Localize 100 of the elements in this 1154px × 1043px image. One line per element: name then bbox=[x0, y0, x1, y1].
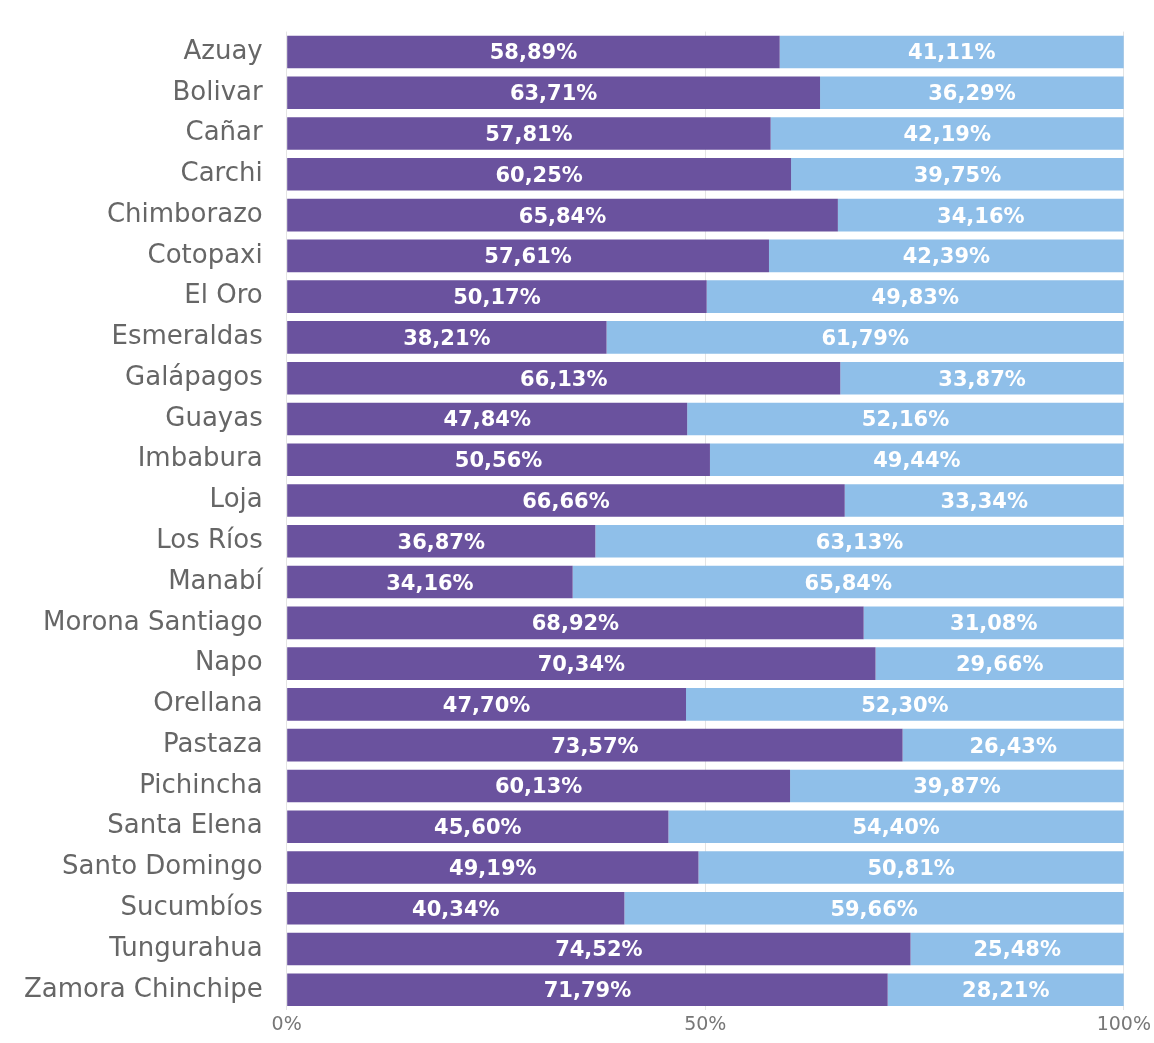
data-label: 26,43% bbox=[969, 733, 1057, 758]
y-tick-label: Loja bbox=[209, 483, 263, 514]
data-label: 50,17% bbox=[453, 285, 541, 310]
data-label: 68,92% bbox=[531, 611, 620, 636]
y-tick-label: Pichincha bbox=[139, 768, 263, 799]
data-label: 52,16% bbox=[861, 407, 950, 432]
data-label: 47,70% bbox=[442, 692, 531, 717]
y-tick-label: Los Ríos bbox=[156, 524, 263, 555]
bar bbox=[770, 117, 1124, 150]
bar bbox=[287, 688, 687, 721]
y-tick-label: Imbabura bbox=[137, 442, 263, 473]
data-label: 54,40% bbox=[852, 815, 940, 840]
bar bbox=[668, 810, 1124, 844]
bar bbox=[768, 239, 1124, 273]
data-label: 33,87% bbox=[938, 366, 1026, 391]
bar bbox=[686, 688, 1124, 721]
data-label: 73,57% bbox=[551, 733, 639, 758]
bar bbox=[572, 565, 1124, 599]
data-label: 49,83% bbox=[871, 285, 959, 310]
y-tick-label: Santa Elena bbox=[107, 809, 263, 840]
bar bbox=[875, 647, 1124, 680]
bar bbox=[287, 891, 625, 925]
y-tick-label: Esmeraldas bbox=[111, 320, 263, 351]
y-tick-label: Bolivar bbox=[172, 75, 263, 106]
data-label: 57,61% bbox=[484, 244, 572, 269]
data-label: 28,21% bbox=[962, 978, 1050, 1003]
data-label: 34,16% bbox=[937, 203, 1025, 228]
y-tick-label: Guayas bbox=[165, 401, 263, 432]
data-label: 50,56% bbox=[454, 448, 543, 473]
data-label: 38,21% bbox=[403, 325, 491, 350]
bar bbox=[287, 973, 888, 1007]
data-label: 63,13% bbox=[815, 529, 904, 554]
bar bbox=[840, 361, 1124, 395]
bar bbox=[820, 76, 1124, 110]
x-tick-label: 100% bbox=[1096, 1011, 1151, 1034]
bar bbox=[287, 932, 911, 966]
bar bbox=[837, 198, 1124, 232]
bar bbox=[287, 851, 699, 884]
data-label: 45,60% bbox=[434, 815, 522, 840]
bar bbox=[287, 76, 821, 110]
bar bbox=[287, 769, 791, 803]
y-tick-label: Zamora Chinchipe bbox=[23, 972, 263, 1003]
data-label: 57,81% bbox=[485, 121, 573, 146]
y-tick-label: Pastaza bbox=[162, 727, 263, 758]
data-label: 39,87% bbox=[913, 774, 1001, 799]
bar bbox=[287, 810, 669, 844]
bar bbox=[287, 402, 688, 436]
data-label: 49,44% bbox=[873, 448, 961, 473]
data-label: 39,75% bbox=[913, 162, 1002, 187]
bar bbox=[287, 647, 876, 680]
data-label: 59,66% bbox=[830, 896, 918, 921]
y-tick-label: Galápagos bbox=[125, 360, 263, 391]
y-tick-label: Cañar bbox=[185, 116, 264, 147]
data-label: 42,19% bbox=[903, 121, 991, 146]
y-tick-label: Morona Santiago bbox=[42, 605, 263, 636]
data-label: 34,16% bbox=[386, 570, 474, 595]
y-tick-label: Azuay bbox=[183, 34, 263, 65]
data-label: 29,66% bbox=[955, 652, 1044, 677]
data-label: 58,89% bbox=[489, 40, 578, 65]
data-label: 60,13% bbox=[494, 774, 583, 799]
bar bbox=[287, 361, 841, 395]
data-label: 61,79% bbox=[821, 325, 909, 350]
data-label: 33,34% bbox=[940, 488, 1029, 513]
data-label: 31,08% bbox=[950, 611, 1038, 636]
data-label: 50,81% bbox=[867, 855, 955, 880]
bar bbox=[709, 443, 1124, 477]
x-tick-label: 50% bbox=[684, 1011, 727, 1034]
data-label: 60,25% bbox=[495, 162, 583, 187]
bar bbox=[287, 239, 769, 273]
data-label: 36,87% bbox=[397, 529, 486, 554]
data-label: 36,29% bbox=[928, 81, 1016, 106]
bar bbox=[687, 402, 1124, 436]
data-label: 66,13% bbox=[520, 366, 608, 391]
bar bbox=[287, 606, 864, 640]
y-tick-label: Orellana bbox=[153, 687, 263, 718]
bar bbox=[624, 891, 1124, 925]
y-tick-label: El Oro bbox=[184, 279, 263, 310]
y-tick-label: Tungurahua bbox=[108, 931, 263, 962]
y-tick-label: Chimborazo bbox=[106, 197, 263, 228]
data-label: 25,48% bbox=[973, 937, 1061, 962]
bar bbox=[287, 158, 792, 191]
data-label: 74,52% bbox=[555, 937, 643, 962]
data-label: 71,79% bbox=[543, 978, 632, 1003]
bar bbox=[790, 769, 1124, 803]
data-label: 52,30% bbox=[861, 692, 949, 717]
y-tick-label: Sucumbíos bbox=[120, 891, 263, 922]
bar bbox=[698, 851, 1124, 884]
y-tick-label: Manabí bbox=[168, 564, 264, 595]
bar bbox=[606, 321, 1124, 354]
y-tick-label: Carchi bbox=[180, 157, 263, 188]
y-tick-label: Napo bbox=[194, 646, 263, 677]
x-tick-label: 0% bbox=[271, 1011, 302, 1034]
data-label: 63,71% bbox=[509, 81, 598, 106]
bar bbox=[287, 565, 573, 599]
data-label: 40,34% bbox=[412, 896, 500, 921]
bar bbox=[287, 484, 845, 517]
data-label: 65,84% bbox=[518, 203, 607, 228]
bar bbox=[287, 35, 780, 69]
data-label: 70,34% bbox=[537, 652, 626, 677]
data-label: 41,11% bbox=[908, 40, 996, 65]
